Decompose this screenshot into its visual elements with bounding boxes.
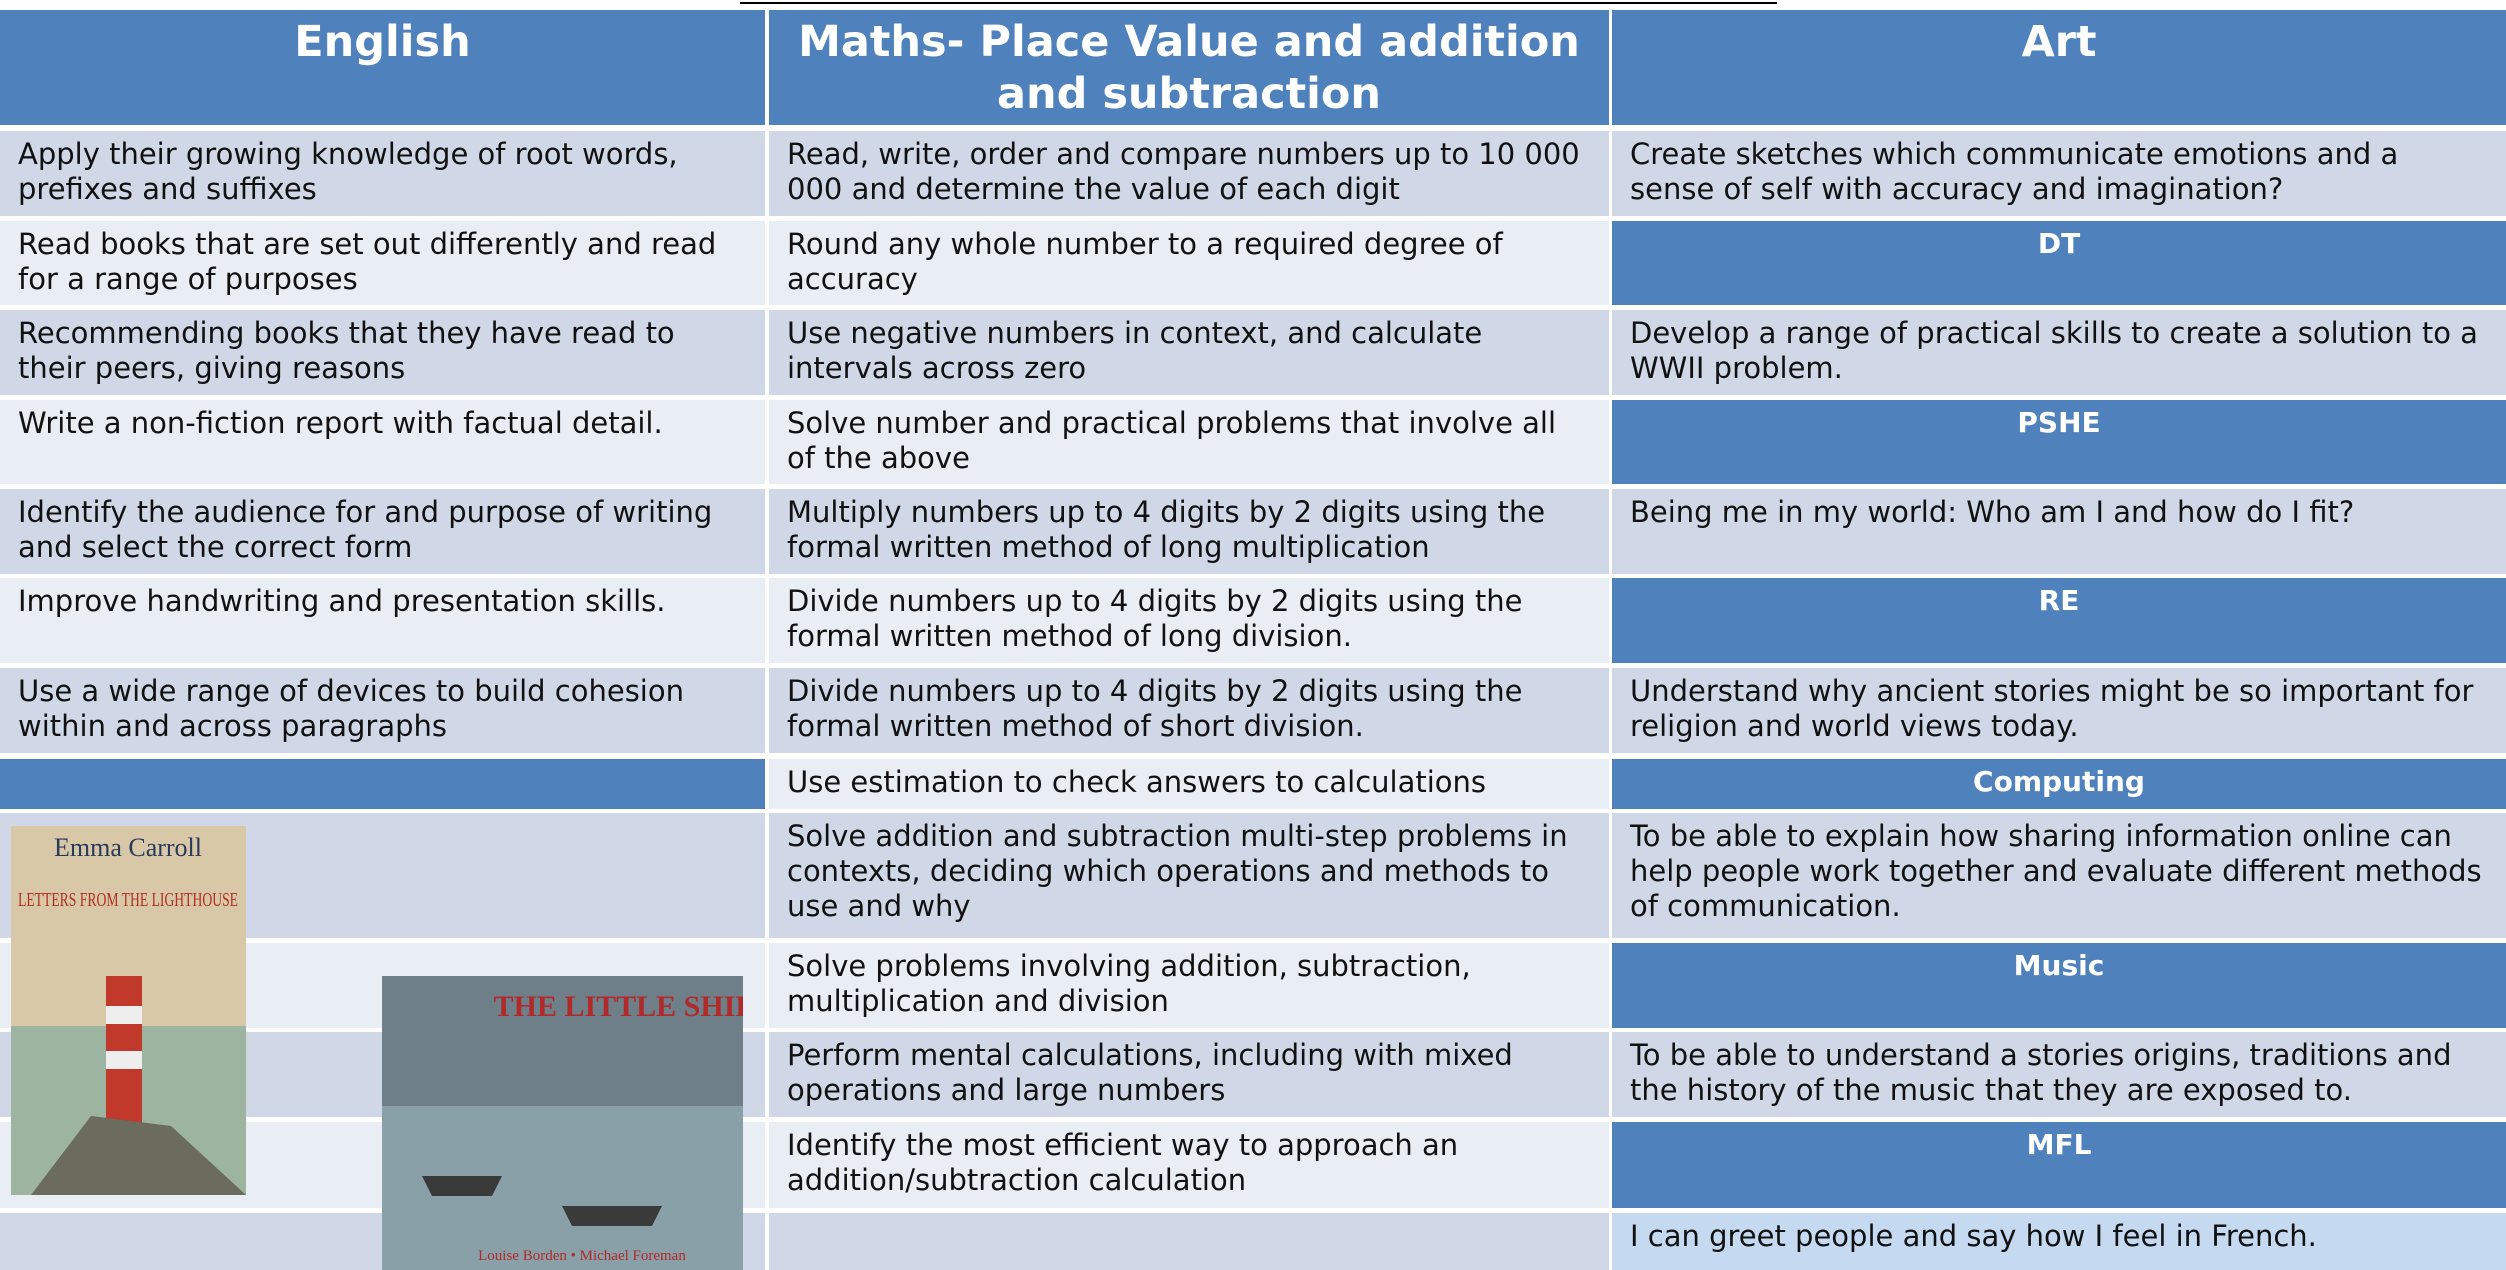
maths-objective: Solve number and practical problems that… (769, 400, 1609, 484)
subject-objective: To be able to explain how sharing inform… (1612, 813, 2506, 938)
english-objective: Use a wide range of devices to build coh… (0, 668, 765, 753)
subject-heading: Computing (1612, 759, 2506, 809)
subject-objective: Understand why ancient stories might be … (1612, 668, 2506, 753)
maths-objective: Multiply numbers up to 4 digits by 2 dig… (769, 489, 1609, 574)
column-header: Maths- Place Value and addition and subt… (769, 10, 1609, 125)
stripe (106, 1006, 142, 1024)
subject-objective: To be able to understand a stories origi… (1612, 1032, 2506, 1117)
maths-objective: Perform mental calculations, including w… (769, 1032, 1609, 1117)
english-objective: Recommending books that they have read t… (0, 310, 765, 395)
english-objective: Write a non-fiction report with factual … (0, 400, 765, 484)
subject-objective: I can greet people and say how I feel in… (1612, 1213, 2506, 1270)
blank-header (0, 759, 765, 809)
subject-objective: Being me in my world: Who am I and how d… (1612, 489, 2506, 574)
subject-heading: PSHE (1612, 400, 2506, 484)
book-title: LETTERS FROM THE LIGHTHOUSE (18, 889, 238, 911)
subject-objective: Create sketches which communicate emotio… (1612, 131, 2506, 216)
maths-objective: Round any whole number to a required deg… (769, 221, 1609, 305)
book-cover: Emma Carroll LETTERS FROM THE LIGHTHOUSE (11, 826, 246, 1195)
blank-cell (769, 1213, 1609, 1270)
english-objective: Read books that are set out differently … (0, 221, 765, 305)
english-objective: Improve handwriting and presentation ski… (0, 578, 765, 663)
column-header: English (0, 10, 765, 125)
maths-objective: Solve addition and subtraction multi-ste… (769, 813, 1609, 938)
english-objective: Apply their growing knowledge of root wo… (0, 131, 765, 216)
boat (562, 1206, 662, 1226)
column-header: Art (1612, 10, 2506, 125)
maths-objective: Read, write, order and compare numbers u… (769, 131, 1609, 216)
book-title: THE LITTLE SHIPS (494, 990, 743, 1023)
subject-objective: Develop a range of practical skills to c… (1612, 310, 2506, 395)
maths-objective: Divide numbers up to 4 digits by 2 digit… (769, 668, 1609, 753)
book-authors: Louise Borden • Michael Foreman (478, 1248, 686, 1264)
rocks (31, 1116, 246, 1195)
stripe (106, 1051, 142, 1069)
book-author: Emma Carroll (54, 833, 202, 862)
subject-heading: MFL (1612, 1122, 2506, 1208)
subject-heading: DT (1612, 221, 2506, 305)
maths-objective: Divide numbers up to 4 digits by 2 digit… (769, 578, 1609, 663)
maths-objective: Solve problems involving addition, subtr… (769, 943, 1609, 1028)
top-rule (740, 2, 1777, 4)
maths-objective: Use estimation to check answers to calcu… (769, 759, 1609, 809)
maths-objective: Use negative numbers in context, and cal… (769, 310, 1609, 395)
boat (422, 1176, 502, 1196)
subject-heading: Music (1612, 943, 2506, 1028)
maths-objective: Identify the most efficient way to appro… (769, 1122, 1609, 1208)
english-objective: Identify the audience for and purpose of… (0, 489, 765, 574)
subject-heading: RE (1612, 578, 2506, 663)
book-cover: THE LITTLE SHIPS Louise Borden • Michael… (382, 976, 743, 1270)
